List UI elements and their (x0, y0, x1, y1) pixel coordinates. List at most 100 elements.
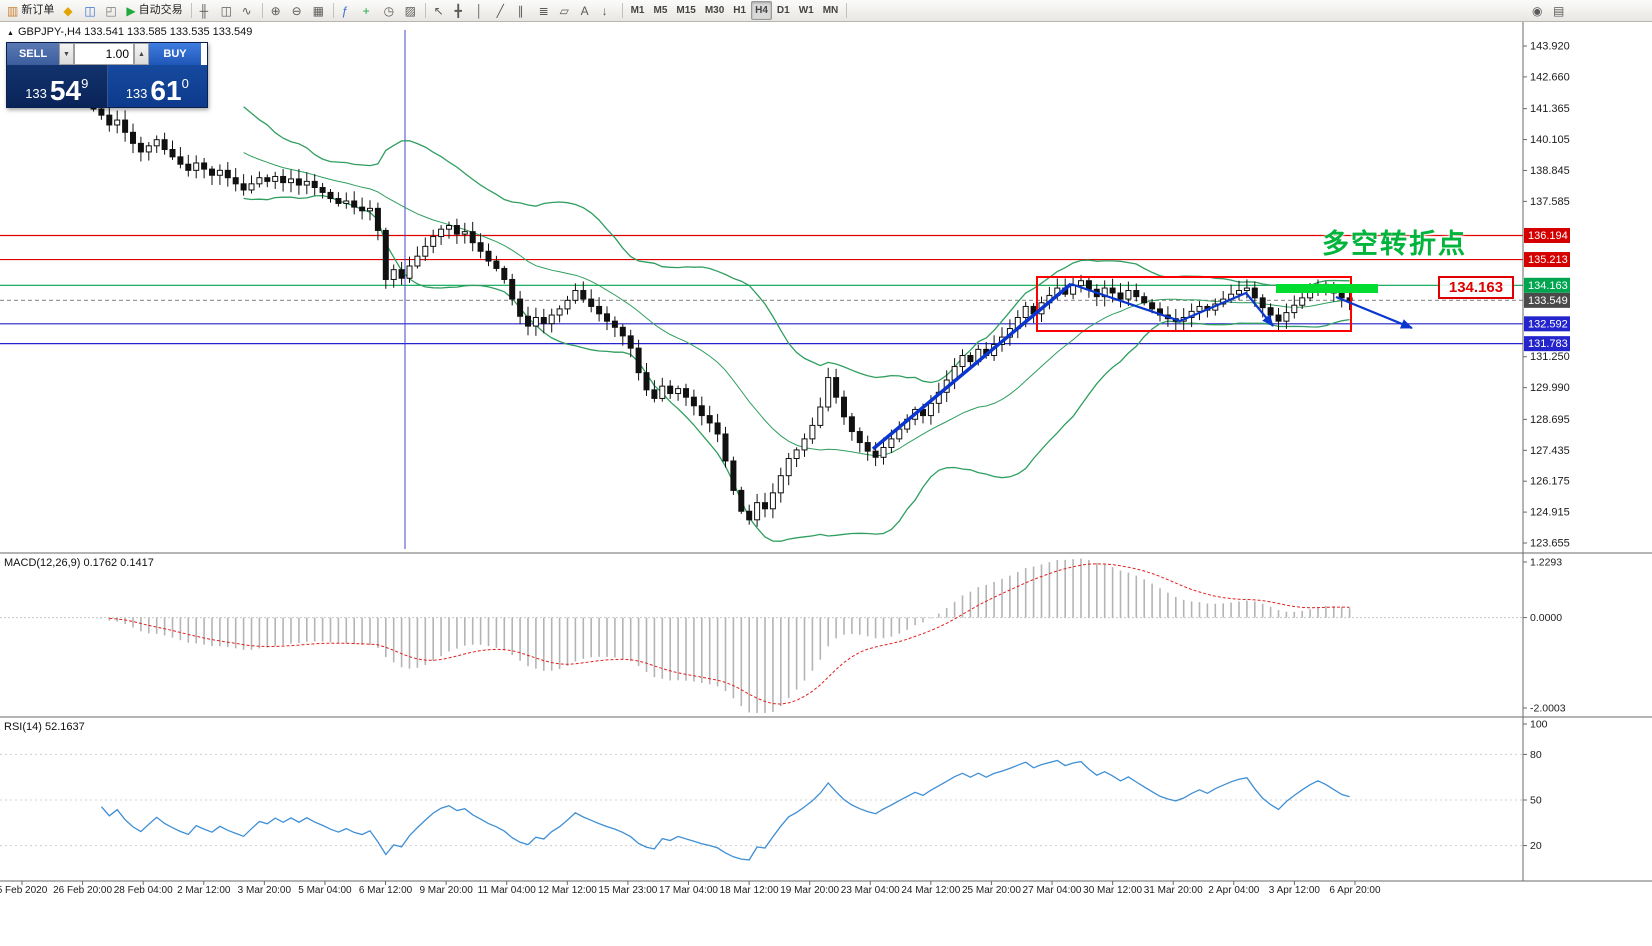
timeframe-h4-button[interactable]: H4 (751, 1, 772, 20)
blue-trend-arrow-2[interactable] (1070, 282, 1274, 327)
macd-histogram (100, 558, 1351, 713)
svg-text:6 Apr 20:00: 6 Apr 20:00 (1329, 885, 1381, 896)
channel-icon-button[interactable]: ∥ (514, 1, 534, 20)
toolbar-separator (332, 3, 334, 18)
zoom-in-icon-button[interactable]: ⊕ (267, 1, 287, 20)
rsi-axis[interactable]: 100 80 50 20 (1523, 719, 1548, 853)
svg-text:129.990: 129.990 (1530, 382, 1570, 394)
fibonacci-icon-button[interactable]: ≣ (535, 1, 555, 20)
profiles-icon-glyph: ◫ (84, 3, 96, 18)
print-icon-button[interactable]: ▤ (1549, 1, 1569, 20)
auto-trading-button[interactable]: ▶ 自动交易 (122, 1, 186, 20)
bar-chart-icon-glyph: ╫ (199, 3, 209, 18)
indicators-list-icon-button[interactable]: ƒ (338, 1, 358, 20)
timeframe-m5-button[interactable]: M5 (649, 1, 671, 20)
templates-icon-button[interactable]: ▨ (401, 1, 421, 20)
timeframe-mn-button[interactable]: MN (819, 1, 843, 20)
add-indicator-icon-button[interactable]: + (359, 1, 379, 20)
sell-price-prefix: 133 (25, 86, 47, 101)
svg-text:133.549: 133.549 (1528, 295, 1568, 307)
toolbar-separator (190, 3, 192, 18)
svg-text:100: 100 (1530, 719, 1548, 731)
auto-trading-glyph: ▶ (126, 3, 136, 18)
volume-input[interactable] (74, 43, 134, 65)
volume-up-icon: ▲ (138, 50, 145, 58)
svg-text:15 Mar 23:00: 15 Mar 23:00 (598, 885, 657, 896)
crosshair-icon-button[interactable]: ╋ (451, 1, 471, 20)
timeframe-h1-button[interactable]: H1 (729, 1, 750, 20)
time-axis[interactable]: 5 Feb 2020 26 Feb 20:00 28 Feb 04:00 2 Mar … (0, 881, 1381, 896)
timeframe-m15-button[interactable]: M15 (672, 1, 699, 20)
timeframe-w1-button[interactable]: W1 (795, 1, 818, 20)
add-indicator-icon-glyph: + (362, 3, 370, 18)
shapes-icon-button[interactable]: ▱ (556, 1, 576, 20)
timeframe-m30-button[interactable]: M30 (701, 1, 728, 20)
svg-text:134.163: 134.163 (1528, 280, 1568, 292)
alerts-icon-button[interactable]: ◆ (59, 1, 79, 20)
buy-price-superscript: 0 (181, 76, 189, 91)
timeframe-d1-label: D1 (776, 4, 790, 16)
text-icon-button[interactable]: A (577, 1, 597, 20)
volume-down-stepper[interactable]: ▼ (59, 43, 74, 65)
tile-windows-icon-glyph: ▦ (312, 3, 324, 18)
buy-price-button[interactable]: 133 61 0 (107, 65, 207, 107)
toolbar-group-chart-types: ╫ ◫ ∿ (196, 1, 258, 20)
svg-text:24 Mar 12:00: 24 Mar 12:00 (901, 885, 960, 896)
profiles-icon-button[interactable]: ◫ (80, 1, 100, 20)
svg-text:127.435: 127.435 (1530, 445, 1570, 457)
text-icon-glyph: A (580, 3, 589, 18)
price-tag-134.163 (1524, 277, 1570, 293)
timeframe-h1-label: H1 (733, 4, 747, 16)
svg-text:23 Mar 04:00: 23 Mar 04:00 (841, 885, 900, 896)
svg-text:2 Mar 12:00: 2 Mar 12:00 (177, 885, 231, 896)
blue-trend-arrow-1[interactable] (871, 282, 1073, 451)
trendline-icon-button[interactable]: ╱ (493, 1, 513, 20)
svg-text:26 Feb 20:00: 26 Feb 20:00 (53, 885, 112, 896)
bar-chart-icon-button[interactable]: ╫ (196, 1, 216, 20)
new-order-button[interactable]: ▥ 新订单 (3, 1, 58, 20)
svg-text:141.365: 141.365 (1530, 103, 1570, 115)
chart-annotation-text[interactable]: 多空转折点 (1322, 229, 1467, 259)
volume-up-stepper[interactable]: ▲ (134, 43, 149, 65)
cursor-icon-button[interactable]: ↖ (430, 1, 450, 20)
timeframe-m1-label: M1 (630, 4, 645, 16)
timeframe-m30-label: M30 (704, 4, 725, 16)
arrow-objects-icon-button[interactable]: ↓ (598, 1, 618, 20)
svg-text:136.194: 136.194 (1528, 230, 1568, 242)
candlestick-chart-icon-button[interactable]: ◫ (217, 1, 237, 20)
timeframe-m1-button[interactable]: M1 (627, 1, 649, 20)
line-chart-icon-button[interactable]: ∿ (238, 1, 258, 20)
sell-button[interactable]: SELL (7, 43, 59, 65)
sell-price-superscript: 9 (81, 76, 89, 91)
periods-icon-button[interactable]: ◷ (380, 1, 400, 20)
svg-text:1.2293: 1.2293 (1530, 557, 1562, 569)
svg-text:50: 50 (1530, 795, 1542, 807)
price-axis[interactable]: 143.920 142.660 141.365 140.105 138.845 137.5… (1523, 41, 1570, 550)
timeframe-d1-button[interactable]: D1 (773, 1, 794, 20)
price-callout-box[interactable]: 134.163 (1438, 276, 1514, 299)
arrow-objects-icon-glyph: ↓ (601, 3, 608, 18)
svg-text:11 Mar 04:00: 11 Mar 04:00 (478, 885, 537, 896)
toolbar-group-tools: ↖ ╋ │ ╱ ∥ ≣ ▱ A ↓ (430, 1, 618, 20)
vertical-line-icon-glyph: │ (475, 3, 484, 18)
market-watch-icon-glyph: ◰ (105, 3, 117, 18)
zoom-out-icon-button[interactable]: ⊖ (288, 1, 308, 20)
vertical-line-icon-button[interactable]: │ (472, 1, 492, 20)
toolbar-group-indicators: ƒ + ◷ ▨ (338, 1, 421, 20)
sell-price-button[interactable]: 133 54 9 (7, 65, 108, 107)
toolbar-separator (424, 3, 426, 18)
trendline-icon-glyph: ╱ (496, 3, 504, 18)
toolbar-group-zoom: ⊕ ⊖ ▦ (267, 1, 329, 20)
macd-axis[interactable]: 1.2293 0.0000 -2.0003 (1523, 557, 1566, 715)
zoom-out-icon-glyph: ⊖ (291, 3, 302, 18)
buy-button[interactable]: BUY (149, 43, 201, 65)
timeframe-h4-label: H4 (755, 4, 768, 16)
tile-windows-icon-button[interactable]: ▦ (309, 1, 329, 20)
market-watch-icon-button[interactable]: ◰ (101, 1, 121, 20)
green-resistance-bar[interactable] (1276, 284, 1378, 293)
zoom-dialog-icon-button[interactable]: ◉ (1528, 1, 1548, 20)
blue-trend-arrow-3[interactable] (1335, 295, 1413, 330)
new-order-label: 新订单 (21, 4, 55, 16)
